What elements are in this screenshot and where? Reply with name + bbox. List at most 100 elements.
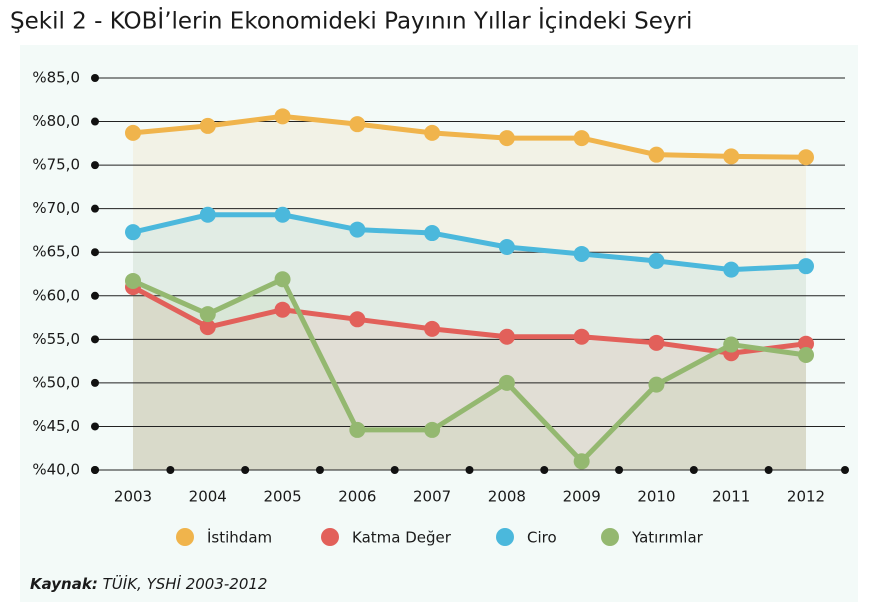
x-axis-dot xyxy=(615,466,624,474)
x-tick-label: 2005 xyxy=(263,488,301,506)
point xyxy=(798,347,814,364)
series-area xyxy=(133,287,806,470)
panel xyxy=(20,45,858,602)
legend-marker xyxy=(496,528,514,546)
areas xyxy=(133,116,806,470)
source-label: Kaynak: xyxy=(30,575,98,593)
point xyxy=(424,421,441,438)
point xyxy=(573,245,590,262)
series-area xyxy=(133,279,806,470)
point xyxy=(798,149,814,166)
point xyxy=(125,124,141,141)
point xyxy=(498,130,515,147)
point xyxy=(424,320,441,337)
x-axis-dot xyxy=(764,466,773,474)
point xyxy=(798,258,814,275)
point xyxy=(424,225,441,242)
x-axis-dot xyxy=(465,466,474,474)
x-tick-label: 2004 xyxy=(189,488,227,506)
point xyxy=(349,221,366,238)
grid xyxy=(91,74,849,474)
x-tick-label: 2012 xyxy=(787,488,825,506)
point xyxy=(648,376,665,393)
point xyxy=(424,124,441,141)
y-tick-label: %50,0 xyxy=(32,373,80,391)
legend-marker xyxy=(176,528,194,546)
series-line xyxy=(132,212,807,273)
legend-marker xyxy=(601,528,619,546)
x-tick-label: 2006 xyxy=(338,488,376,506)
y-tick-label: %40,0 xyxy=(32,461,80,479)
point xyxy=(274,108,291,125)
y-tick-label: %85,0 xyxy=(32,69,80,87)
point xyxy=(498,374,515,391)
point xyxy=(648,146,665,163)
y-tick-dot xyxy=(91,117,99,126)
x-tick-label: 2011 xyxy=(712,488,750,506)
point xyxy=(723,336,740,353)
series-area xyxy=(133,116,806,470)
y-tick-label: %65,0 xyxy=(32,243,80,261)
point xyxy=(274,271,291,288)
point xyxy=(723,148,740,165)
point xyxy=(349,311,366,328)
y-tick-label: %75,0 xyxy=(32,156,80,174)
y-tick-dot xyxy=(91,422,99,431)
y-tick-dot xyxy=(91,204,99,213)
x-axis-dot xyxy=(315,466,324,474)
legend-label: Katma Değer xyxy=(352,529,452,547)
x-axis-dot xyxy=(689,466,698,474)
point xyxy=(573,453,590,470)
point xyxy=(199,206,216,223)
y-tick-dot xyxy=(91,161,99,170)
y-tick-label: %80,0 xyxy=(32,112,80,130)
legend-label: Ciro xyxy=(527,529,557,547)
point xyxy=(349,421,366,438)
series-line xyxy=(131,284,807,356)
point xyxy=(349,116,366,133)
y-tick-label: %60,0 xyxy=(32,286,80,304)
x-axis-dot xyxy=(390,466,399,474)
x-axis-dot xyxy=(241,466,250,474)
point xyxy=(498,328,515,345)
legend-label: İstihdam xyxy=(207,528,272,547)
point xyxy=(723,261,740,278)
legend-label: Yatırımlar xyxy=(631,529,704,547)
x-tick-label: 2009 xyxy=(563,488,601,506)
point xyxy=(573,328,590,345)
y-tick-label: %45,0 xyxy=(32,417,80,435)
point xyxy=(199,117,216,134)
y-tick-dot xyxy=(91,74,99,82)
x-tick-label: 2008 xyxy=(488,488,526,506)
series-line xyxy=(132,113,807,160)
y-tick-dot xyxy=(91,335,99,344)
point xyxy=(199,306,216,323)
legend-marker xyxy=(321,528,339,546)
point xyxy=(573,130,590,147)
point xyxy=(648,334,665,351)
y-tick-dot xyxy=(91,291,99,300)
y-tick-dot xyxy=(91,248,99,257)
x-axis-dot xyxy=(841,466,849,474)
point xyxy=(648,252,665,269)
source: Kaynak: TÜİK, YSHİ 2003-2012 xyxy=(30,574,267,593)
series-line xyxy=(131,276,807,464)
point xyxy=(125,224,141,241)
x-axis-dot xyxy=(91,466,99,474)
x-tick-label: 2007 xyxy=(413,488,451,506)
point xyxy=(199,319,216,336)
source-text: TÜİK, YSHİ 2003-2012 xyxy=(103,574,268,593)
x-tick-label: 2003 xyxy=(114,488,152,506)
point xyxy=(498,238,515,255)
x-axis-dot xyxy=(540,466,549,474)
y-tick-label: %55,0 xyxy=(32,330,80,348)
x-tick-label: 2010 xyxy=(637,488,675,506)
y-tick-label: %70,0 xyxy=(32,199,80,217)
x-axis-dot xyxy=(166,466,175,474)
chart-title: Şekil 2 - KOBİ’lerin Ekonomideki Payının… xyxy=(10,7,692,35)
point xyxy=(274,206,291,223)
point xyxy=(798,335,814,352)
y-tick-dot xyxy=(91,378,99,387)
point xyxy=(274,301,291,318)
